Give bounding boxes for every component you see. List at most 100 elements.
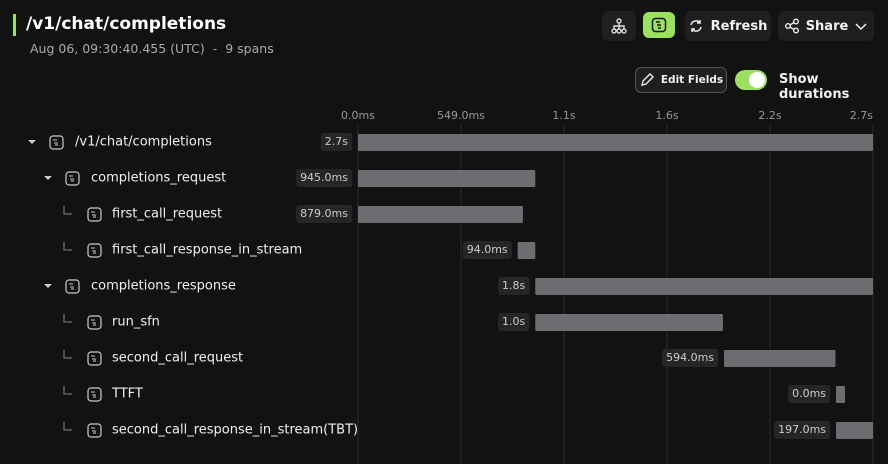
accent-bar bbox=[13, 14, 16, 36]
span-name: TTFT bbox=[111, 387, 143, 402]
tick-label: 2.2s bbox=[758, 109, 781, 122]
tree-connector bbox=[63, 422, 72, 431]
duration-label: 594.0ms bbox=[666, 351, 714, 364]
span-bar bbox=[358, 206, 523, 223]
span-name: completions_response bbox=[91, 279, 236, 294]
span-icon-lines bbox=[69, 283, 74, 290]
span-icon-lines bbox=[91, 247, 96, 254]
duration-badge: 594.0ms bbox=[662, 349, 719, 367]
span-bar bbox=[358, 134, 873, 151]
share-icon bbox=[784, 18, 799, 34]
span-icon-lines bbox=[91, 391, 96, 398]
toggle-knob bbox=[749, 72, 765, 88]
duration-label: 197.0ms bbox=[778, 423, 826, 436]
span-icon bbox=[87, 423, 102, 438]
span-bar bbox=[358, 170, 536, 187]
timeline-view-button[interactable] bbox=[643, 12, 675, 38]
span-icon bbox=[49, 135, 64, 150]
tree-view-button[interactable] bbox=[602, 11, 636, 41]
duration-label: 1.0s bbox=[502, 315, 525, 328]
span-icon bbox=[87, 243, 102, 258]
span-bar bbox=[836, 386, 846, 403]
refresh-button[interactable]: Refresh bbox=[685, 11, 771, 41]
span-bar bbox=[724, 350, 836, 367]
span-icon-lines bbox=[91, 319, 96, 326]
span-name: run_sfn bbox=[112, 315, 160, 330]
span-icon-lines bbox=[91, 355, 96, 362]
duration-badge-bg bbox=[320, 133, 353, 151]
duration-badge: 879.0ms bbox=[296, 205, 353, 223]
duration-badge-bg bbox=[788, 385, 831, 403]
span-bar bbox=[836, 422, 873, 439]
duration-badge: 945.0ms bbox=[296, 169, 353, 187]
tree-connector bbox=[63, 206, 72, 215]
timestamp: Aug 06, 09:30:40.455 (UTC) bbox=[30, 41, 205, 56]
span-icon bbox=[65, 171, 80, 186]
duration-badge: 1.0s bbox=[498, 313, 530, 331]
durations-label: Show durations bbox=[779, 72, 850, 102]
duration-badge-bg bbox=[296, 169, 353, 187]
timeline-icon bbox=[651, 17, 667, 33]
span-name: second_call_request bbox=[112, 351, 243, 366]
span-icon-lines bbox=[69, 175, 74, 182]
tree-connector bbox=[63, 242, 72, 251]
span-icon bbox=[87, 315, 102, 330]
refresh-icon bbox=[689, 20, 702, 32]
duration-badge: 2.7s bbox=[320, 133, 353, 151]
tick-label: 0.0ms bbox=[341, 109, 375, 122]
duration-badge: 1.8s bbox=[498, 277, 530, 295]
subtitle: Aug 06, 09:30:40.455 (UTC) - 9 spans bbox=[30, 41, 274, 56]
duration-badge-bg bbox=[662, 349, 719, 367]
span-icon bbox=[87, 351, 102, 366]
duration-label: 1.8s bbox=[502, 279, 525, 292]
duration-badge: 0.0ms bbox=[788, 385, 831, 403]
duration-badge-bg bbox=[498, 277, 530, 295]
span-bar bbox=[535, 278, 873, 295]
duration-badge: 94.0ms bbox=[462, 241, 512, 259]
share-button[interactable]: Share bbox=[778, 11, 874, 41]
edit-fields-button[interactable]: Edit Fields bbox=[635, 67, 727, 93]
durations-toggle[interactable] bbox=[735, 70, 767, 90]
span-count: 9 spans bbox=[225, 41, 274, 56]
duration-label: 879.0ms bbox=[300, 207, 348, 220]
edit-fields-label: Edit Fields bbox=[660, 74, 724, 86]
pencil-icon bbox=[640, 73, 654, 86]
duration-label: 0.0ms bbox=[792, 387, 826, 400]
refresh-label: Refresh bbox=[710, 18, 768, 34]
duration-label: 945.0ms bbox=[300, 171, 348, 184]
tree-connector bbox=[63, 386, 72, 395]
duration-badge-bg bbox=[462, 241, 512, 259]
tree-icon bbox=[611, 18, 627, 34]
tick-label: 1.6s bbox=[655, 109, 678, 122]
duration-badge-bg bbox=[296, 205, 353, 223]
span-name: first_call_request bbox=[112, 207, 222, 222]
span-icon bbox=[87, 387, 102, 402]
span-icon bbox=[65, 279, 80, 294]
span-name: first_call_response_in_stream bbox=[112, 243, 302, 258]
tree-connector bbox=[63, 314, 72, 323]
duration-badge: 197.0ms bbox=[774, 421, 831, 439]
tick-label: 549.0ms bbox=[437, 109, 485, 122]
page-title: /v1/chat/completions bbox=[26, 14, 227, 34]
collapse-caret bbox=[44, 284, 52, 288]
span-bar bbox=[517, 242, 536, 259]
span-icon bbox=[87, 207, 102, 222]
span-icon-lines bbox=[91, 427, 96, 434]
duration-label: 2.7s bbox=[325, 135, 348, 148]
duration-badge-bg bbox=[774, 421, 831, 439]
duration-badge-bg bbox=[498, 313, 530, 331]
duration-label: 94.0ms bbox=[467, 243, 508, 256]
span-icon-lines bbox=[91, 211, 96, 218]
collapse-caret bbox=[44, 176, 52, 180]
span-icon-lines bbox=[53, 139, 58, 146]
span-name: /v1/chat/completions bbox=[75, 135, 212, 150]
chevron-icon bbox=[855, 23, 867, 31]
span-name: second_call_response_in_stream(TBT) bbox=[112, 423, 358, 438]
tick-label: 1.1s bbox=[552, 109, 575, 122]
separator: - bbox=[212, 41, 218, 56]
collapse-caret bbox=[28, 140, 36, 144]
span-bar bbox=[535, 314, 723, 331]
tick-label: 2.7s bbox=[850, 109, 873, 122]
